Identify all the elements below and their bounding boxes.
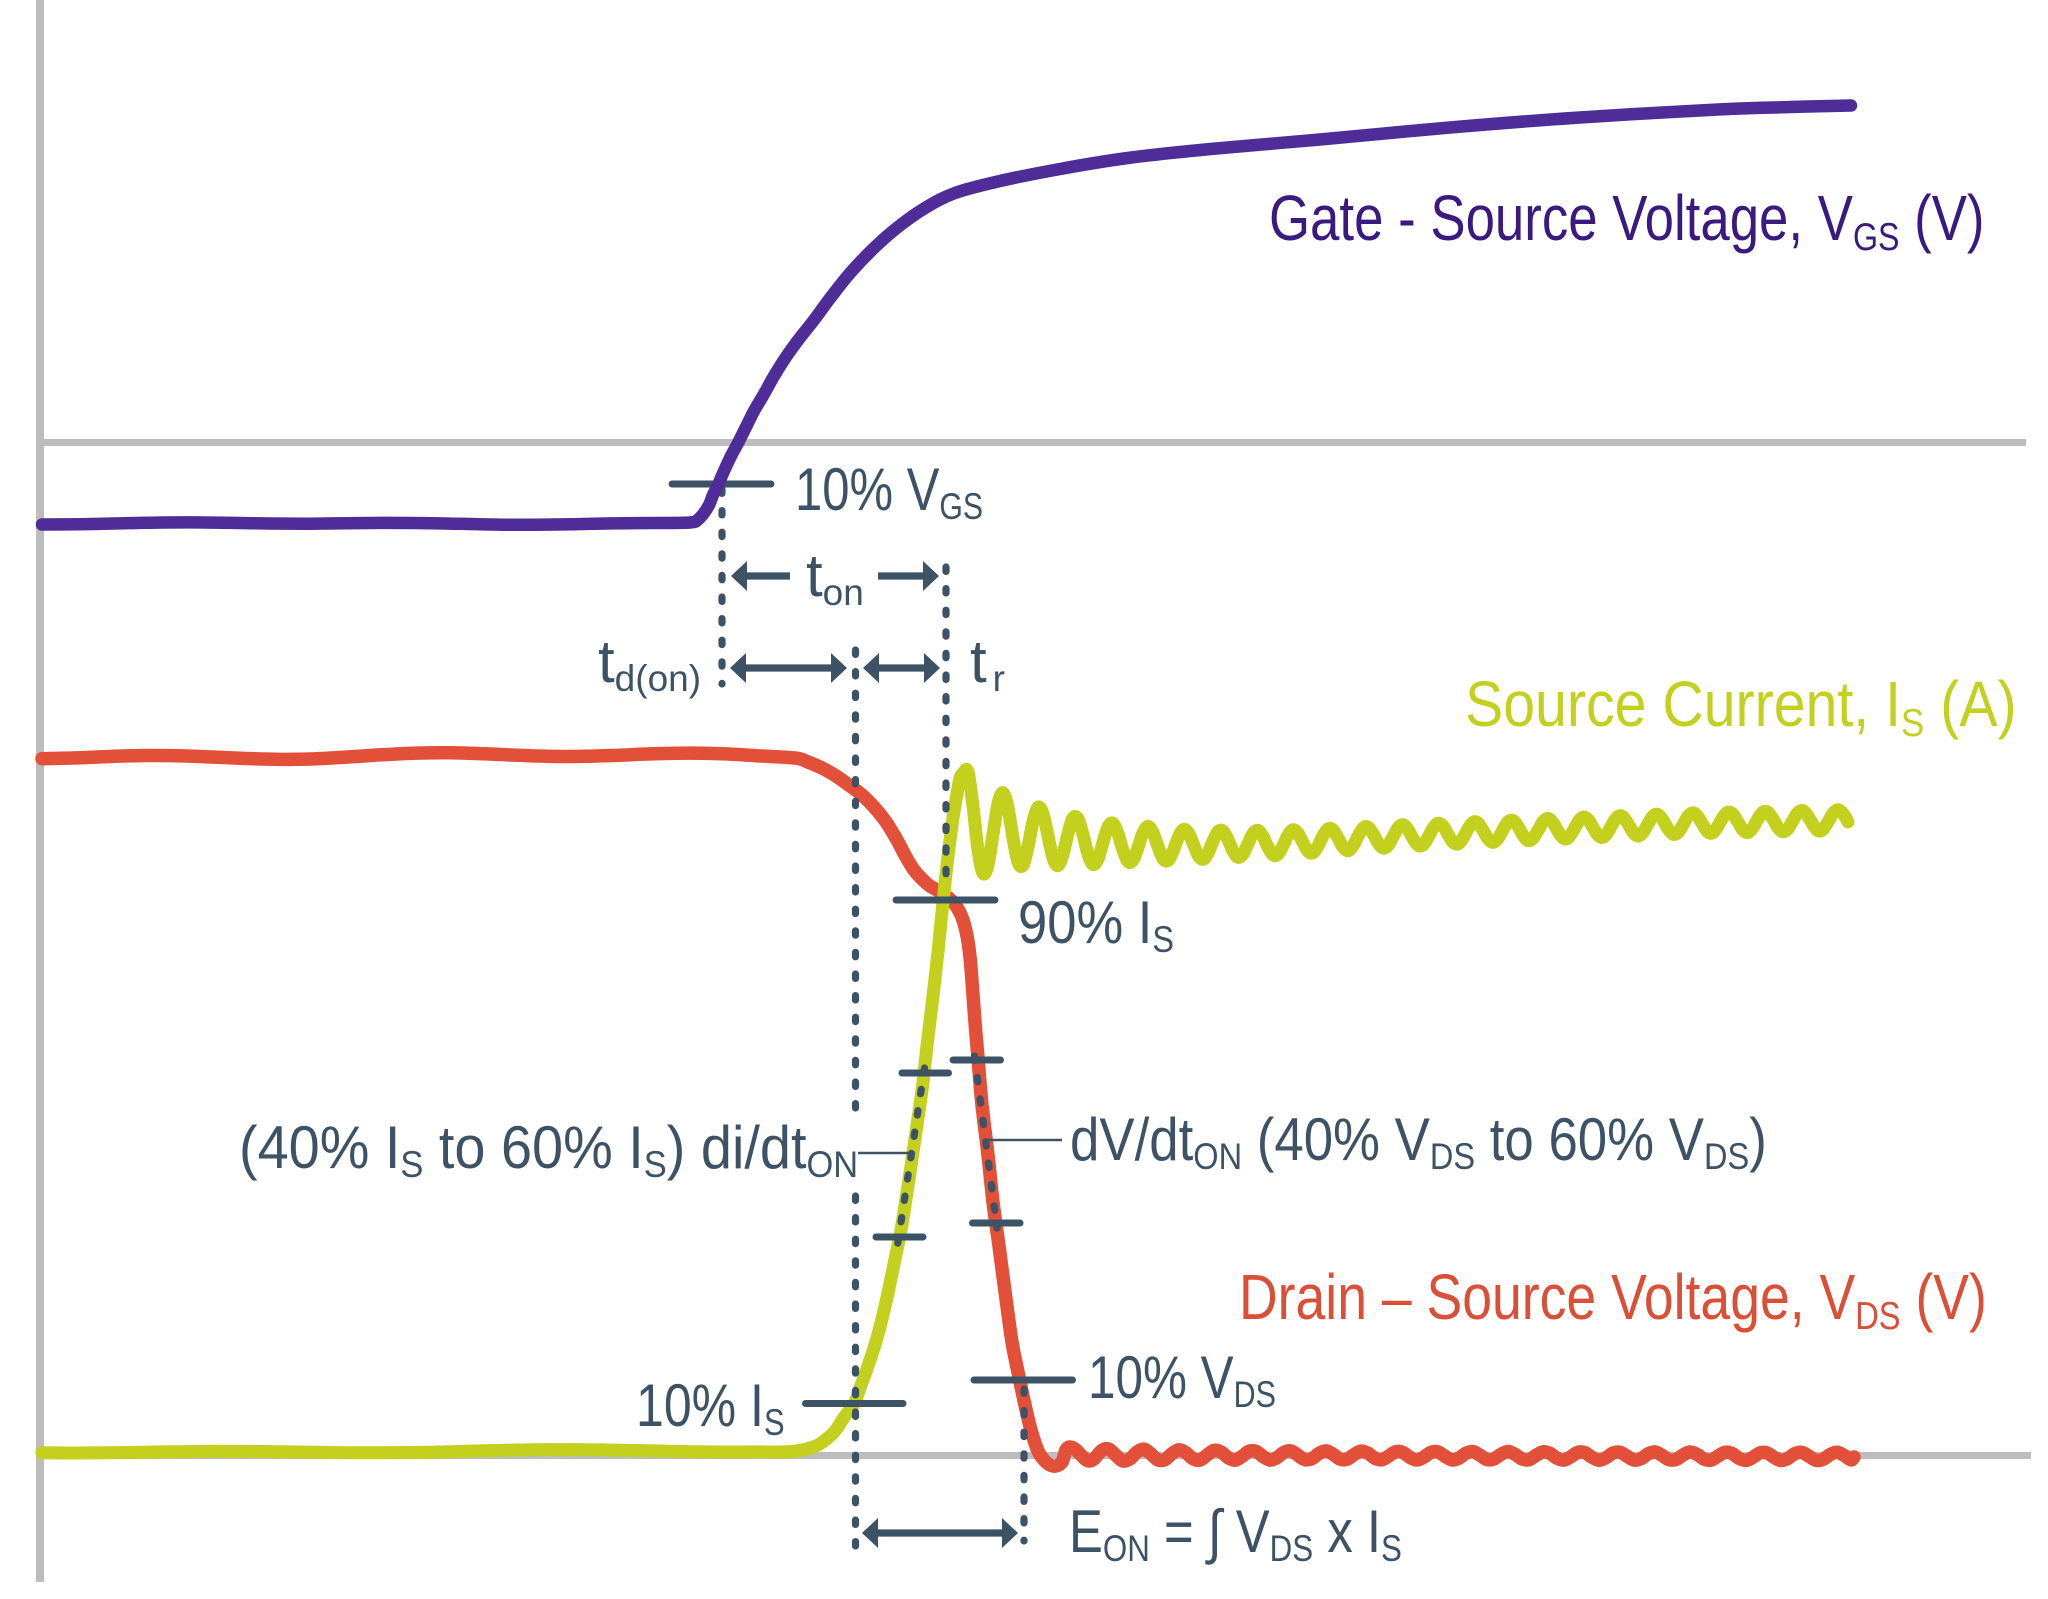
svg-text:Drain – Source Voltage, VDS​ (: Drain – Source Voltage, VDS​ (V)	[1239, 1262, 1987, 1338]
svg-text:ton​: ton​	[806, 542, 864, 613]
svg-text:EON​ = ∫ VDS​ x IS​: EON​ = ∫ VDS​ x IS​	[1069, 1498, 1402, 1570]
svg-text:(40% IS​ to 60% IS​) di/dtON​: (40% IS​ to 60% IS​) di/dtON​	[239, 1115, 858, 1185]
svg-text:td(on)​: td(on)​	[598, 628, 701, 699]
svg-text:10% IS​: 10% IS​	[636, 1372, 785, 1444]
svg-text:10% VDS​: 10% VDS​	[1088, 1343, 1276, 1415]
svg-text:90% IS​: 90% IS​	[1018, 889, 1174, 961]
svg-text:dV/dtON​ (40% VDS​ to 60% VDS​: dV/dtON​ (40% VDS​ to 60% VDS​)	[1070, 1106, 1767, 1178]
svg-text:tr​: tr​	[970, 628, 1005, 699]
svg-text:Source Current, IS​ (A): Source Current, IS​ (A)	[1465, 668, 2017, 744]
svg-text:Gate - Source Voltage, VGS​ (V: Gate - Source Voltage, VGS​ (V)	[1269, 183, 1984, 258]
svg-text:10% VGS​: 10% VGS​	[795, 455, 983, 528]
